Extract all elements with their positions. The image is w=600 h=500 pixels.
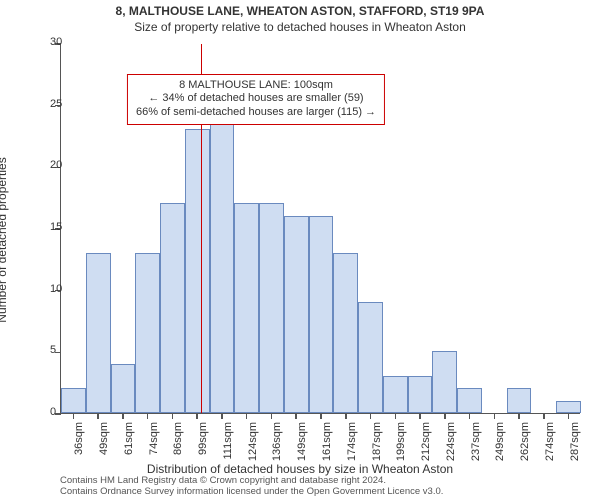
x-axis-label: Distribution of detached houses by size … (0, 462, 600, 476)
y-tick-label: 15 (50, 221, 51, 233)
plot-area: 05101520253036sqm49sqm61sqm74sqm86sqm99s… (60, 44, 580, 414)
x-tick (172, 413, 174, 419)
annotation-line: 66% of semi-detached houses are larger (… (136, 106, 376, 120)
histogram-bar (457, 388, 482, 413)
x-tick (221, 413, 223, 419)
histogram-bar (111, 364, 136, 413)
x-tick-label: 199sqm (395, 422, 407, 461)
histogram-bar (86, 253, 111, 413)
x-tick-label: 161sqm (321, 422, 333, 461)
x-tick (469, 413, 471, 419)
x-tick-label: 212sqm (420, 422, 432, 461)
y-tick-label: 0 (50, 406, 51, 418)
x-tick (419, 413, 421, 419)
histogram-bar (185, 129, 210, 413)
x-tick (73, 413, 75, 419)
x-tick-label: 99sqm (197, 422, 209, 455)
histogram-bar (160, 203, 185, 413)
histogram-bar (284, 216, 309, 413)
x-tick-label: 74sqm (148, 422, 160, 455)
x-tick-label: 187sqm (371, 422, 383, 461)
x-tick-label: 149sqm (296, 422, 308, 461)
histogram-bar (432, 351, 457, 413)
x-tick-label: 274sqm (544, 422, 556, 461)
x-tick-label: 287sqm (569, 422, 581, 461)
y-tick-label: 20 (50, 159, 51, 171)
histogram-bar (358, 302, 383, 413)
histogram-bar (507, 388, 532, 413)
chart-titles: 8, MALTHOUSE LANE, WHEATON ASTON, STAFFO… (0, 4, 600, 35)
x-tick (568, 413, 570, 419)
x-tick-label: 111sqm (222, 422, 234, 460)
x-tick-label: 224sqm (445, 422, 457, 461)
x-tick-label: 124sqm (247, 422, 259, 461)
x-tick (395, 413, 397, 419)
x-tick-label: 262sqm (519, 422, 531, 461)
x-tick-label: 86sqm (172, 422, 184, 455)
property-size-histogram: 8, MALTHOUSE LANE, WHEATON ASTON, STAFFO… (0, 0, 600, 500)
chart-title-bold: 8, MALTHOUSE LANE, WHEATON ASTON, STAFFO… (0, 4, 600, 19)
annotation-line: 8 MALTHOUSE LANE: 100sqm (136, 79, 376, 93)
x-tick (518, 413, 520, 419)
y-tick-label: 30 (50, 36, 51, 48)
x-tick (345, 413, 347, 419)
histogram-bar (135, 253, 160, 413)
x-tick (271, 413, 273, 419)
x-tick (320, 413, 322, 419)
x-tick-label: 36sqm (73, 422, 85, 455)
histogram-bar (383, 376, 408, 413)
histogram-bar (259, 203, 284, 413)
x-tick-label: 61sqm (123, 422, 135, 455)
x-tick (196, 413, 198, 419)
histogram-bar (61, 388, 86, 413)
x-tick-label: 237sqm (470, 422, 482, 461)
x-tick (122, 413, 124, 419)
x-tick-label: 249sqm (494, 422, 506, 461)
histogram-bar (408, 376, 433, 413)
y-tick-label: 5 (50, 344, 51, 356)
x-tick-label: 136sqm (271, 422, 283, 461)
histogram-bar (556, 401, 581, 413)
chart-title-sub: Size of property relative to detached ho… (0, 20, 600, 35)
y-tick-label: 10 (50, 283, 51, 295)
x-tick (543, 413, 545, 419)
x-tick (370, 413, 372, 419)
x-tick (246, 413, 248, 419)
histogram-bar (210, 105, 235, 413)
footer-line-2: Contains Ordnance Survey information lic… (60, 487, 443, 498)
annotation-box: 8 MALTHOUSE LANE: 100sqm← 34% of detache… (127, 74, 385, 125)
annotation-line: ← 34% of detached houses are smaller (59… (136, 92, 376, 106)
x-tick-label: 174sqm (346, 422, 358, 461)
x-tick (494, 413, 496, 419)
x-tick (295, 413, 297, 419)
histogram-bar (309, 216, 334, 413)
x-tick (97, 413, 99, 419)
x-tick (444, 413, 446, 419)
x-tick (147, 413, 149, 419)
footer-attribution: Contains HM Land Registry data © Crown c… (60, 476, 443, 498)
x-tick-label: 49sqm (98, 422, 110, 455)
histogram-bar (234, 203, 259, 413)
histogram-bar (333, 253, 358, 413)
y-tick-label: 25 (50, 98, 51, 110)
